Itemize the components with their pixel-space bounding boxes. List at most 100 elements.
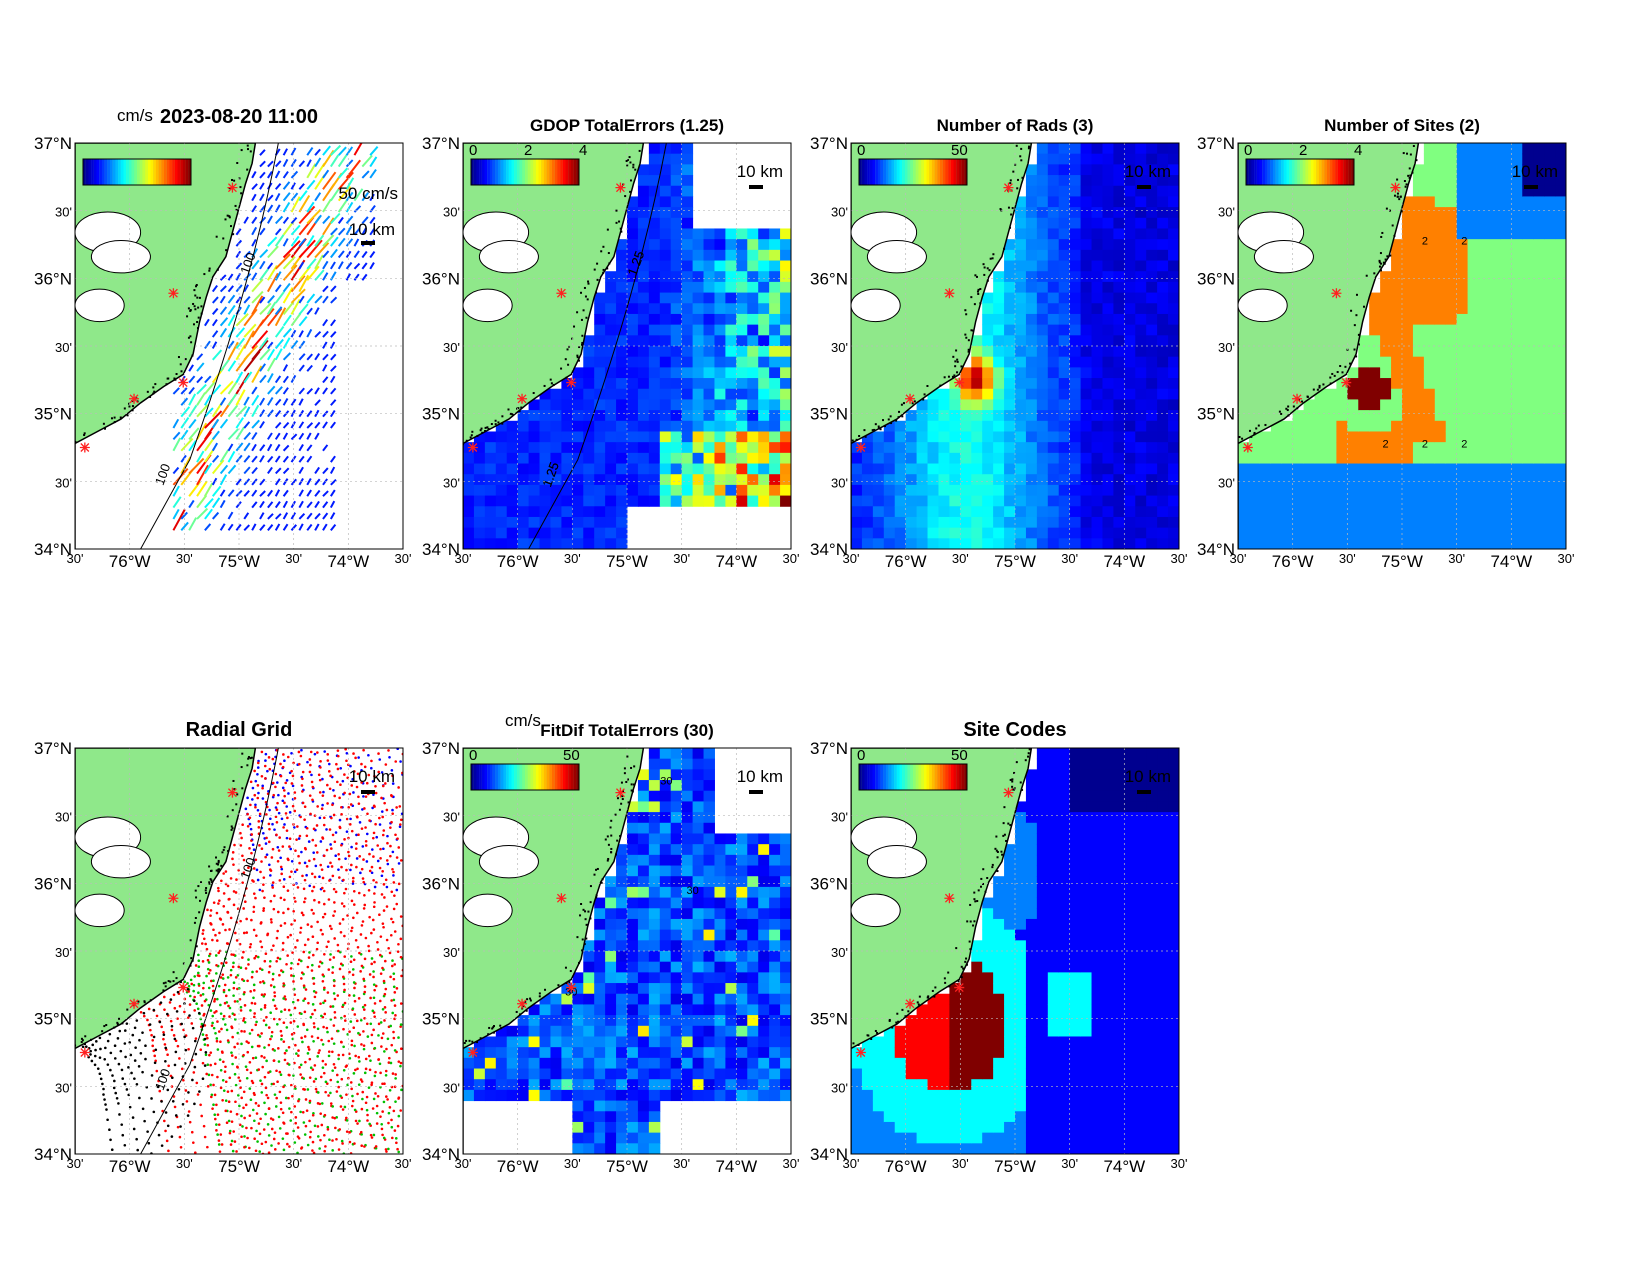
grid-cell [1457, 453, 1468, 464]
grid-cell [660, 271, 671, 282]
grid-cell [638, 325, 649, 336]
grid-cell [1081, 346, 1092, 357]
radial-grid-point [252, 910, 255, 913]
grid-cell [693, 261, 704, 272]
grid-cell [1070, 239, 1081, 250]
grid-cell [671, 293, 682, 304]
grid-cell [1380, 517, 1391, 528]
radial-grid-point [308, 884, 311, 887]
grid-cell [1304, 421, 1315, 432]
grid-cell [1522, 218, 1533, 229]
grid-cell [862, 517, 873, 528]
radial-grid-point [166, 1053, 169, 1056]
radial-grid-point [202, 987, 205, 990]
radial-grid-point [372, 879, 375, 882]
grid-cell [736, 228, 747, 239]
grid-cell [1048, 186, 1059, 197]
radial-grid-point [368, 853, 371, 856]
grid-cell [1435, 506, 1446, 517]
radial-grid-point [184, 998, 187, 1001]
grid-cell [736, 421, 747, 432]
radial-grid-point [295, 1052, 298, 1055]
grid-cell [1555, 250, 1566, 261]
grid-cell [1092, 175, 1103, 186]
grid-cell [873, 464, 884, 475]
grid-cell [627, 325, 638, 336]
radial-grid-point [312, 1003, 315, 1006]
radial-grid-point [294, 900, 297, 903]
grid-cell [1457, 357, 1468, 368]
grid-cell [1402, 271, 1413, 282]
grid-cell [1026, 314, 1037, 325]
grid-cell [496, 485, 507, 496]
radial-grid-point [259, 889, 262, 892]
grid-cell [993, 325, 1004, 336]
grid-cell [949, 517, 960, 528]
grid-cell [993, 282, 1004, 293]
grid-cell [1135, 325, 1146, 336]
grid-cell [682, 431, 693, 442]
radial-grid-point [198, 965, 201, 968]
lon-tick-label: 75°W [606, 552, 648, 571]
colorbar-swatch [129, 159, 132, 185]
radial-grid-point [361, 845, 364, 848]
radial-grid-point [190, 1022, 193, 1025]
grid-cell [1500, 282, 1511, 293]
coast-dot [553, 384, 555, 386]
grid-cell [572, 506, 583, 517]
grid-cell [605, 431, 616, 442]
radial-grid-point [211, 939, 214, 942]
radial-grid-point [236, 1042, 239, 1045]
radial-grid-point [392, 921, 395, 924]
colorbar-swatch [1341, 159, 1344, 185]
grid-cell [1446, 261, 1457, 272]
grid-cell [616, 485, 627, 496]
grid-cell [1135, 378, 1146, 389]
radial-grid-point [234, 1140, 237, 1143]
grid-cell [1533, 325, 1544, 336]
radial-grid-point [289, 1119, 292, 1122]
grid-cell [906, 496, 917, 507]
colorbar-swatch [539, 159, 542, 185]
grid-cell [949, 496, 960, 507]
grid-cell [1358, 431, 1369, 442]
grid-cell [1124, 410, 1135, 421]
grid-cell [671, 228, 682, 239]
grid-cell [1468, 538, 1479, 549]
grid-cell [1249, 538, 1260, 549]
grid-cell [758, 496, 769, 507]
grid-cell [1468, 367, 1479, 378]
grid-cell [1489, 228, 1500, 239]
coast-dot [111, 417, 113, 419]
grid-cell [895, 538, 906, 549]
radial-grid-point [272, 1083, 275, 1086]
radial-grid-point [298, 1066, 301, 1069]
radial-grid-point [272, 1118, 275, 1121]
coast-dot [1379, 260, 1381, 262]
radial-grid-point [280, 924, 283, 927]
grid-cell [1424, 464, 1435, 475]
grid-cell [704, 314, 715, 325]
grid-cell [1315, 399, 1326, 410]
grid-cell [583, 431, 594, 442]
grid-cell [1468, 207, 1479, 218]
grid-cell [605, 325, 616, 336]
grid-cell [1391, 271, 1402, 282]
grid-cell [1325, 517, 1336, 528]
grid-cell [649, 378, 660, 389]
grid-cell [949, 431, 960, 442]
grid-cell [1424, 143, 1435, 154]
grid-cell [671, 389, 682, 400]
grid-cell [1081, 207, 1092, 218]
grid-cell [540, 399, 551, 410]
radial-grid-point [250, 1071, 253, 1074]
radial-grid-point [276, 846, 279, 849]
grid-cell [693, 485, 704, 496]
grid-cell [993, 506, 1004, 517]
radial-grid-point [318, 875, 321, 878]
radial-grid-point [257, 784, 260, 787]
lon-tick-label: 74°W [1490, 552, 1532, 571]
grid-cell [736, 464, 747, 475]
radial-grid-point [262, 907, 265, 910]
sound-water [75, 289, 124, 321]
